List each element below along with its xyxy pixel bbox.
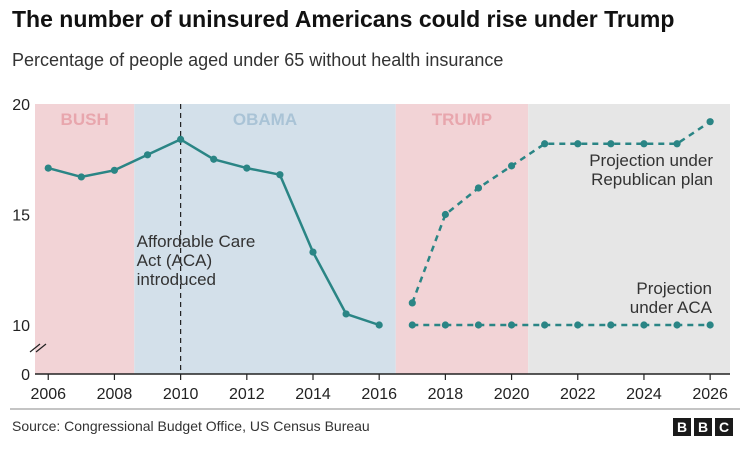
data-point-historical [77,173,85,181]
x-tick-label: 2020 [494,386,530,403]
data-point-projection-under-aca [673,321,681,329]
chart-title: The number of uninsured Americans could … [12,6,675,32]
era-band-trump [395,104,529,374]
aca-projection-annotation: Projection under ACA [630,279,713,317]
aca-projection-annotation-line: under ACA [630,298,713,317]
era-band-obama [134,104,396,374]
data-point-projection-under-aca [474,321,483,329]
x-tick-label: 2024 [626,386,662,403]
series-line-projection-under-republican-plan [411,120,711,304]
data-point-projection-under-republican-plan [408,299,416,307]
x-tick-label: 2018 [428,386,464,403]
data-point-projection-under-republican-plan [673,140,681,148]
axis-break-mark [29,343,41,353]
aca-projection-annotation-line: Projection [636,279,712,298]
data-point-projection-under-aca [408,321,416,329]
republican-plan-annotation: Projection under Republican plan [589,151,713,189]
bbc-logo-letter-3: C [715,418,733,436]
aca-annotation-line: introduced [137,270,216,289]
data-point-projection-under-aca [541,321,549,329]
data-point-projection-under-republican-plan [607,140,615,148]
x-tick-label: 2008 [97,386,133,403]
axis-break-mark [35,343,47,353]
x-tick-label: 2014 [295,386,331,403]
y-tick-label: 20 [12,97,30,114]
data-point-historical [177,135,185,143]
data-point-historical [309,248,317,256]
data-point-historical [44,164,52,172]
data-point-projection-under-republican-plan [640,140,648,148]
data-point-projection-under-republican-plan [474,184,483,192]
data-point-projection-under-aca [574,321,582,329]
y-tick-label: 15 [12,208,30,225]
y-tick-label: 10 [12,318,30,335]
data-point-projection-under-republican-plan [441,210,449,219]
data-point-historical [110,166,119,174]
aca-annotation-line: Affordable Care [137,232,256,251]
bbc-logo-letter-1: B [673,418,691,436]
data-point-projection-under-aca [706,321,714,329]
republican-plan-annotation-line: Republican plan [591,170,713,189]
x-tick-label: 2026 [692,386,728,403]
era-band-projection [528,104,730,374]
data-point-historical [243,164,251,172]
republican-plan-annotation-line: Projection under [589,151,713,170]
data-point-projection-under-aca [640,321,648,329]
data-point-historical [210,155,218,163]
bbc-logo-letter-2: B [694,418,712,436]
era-label-bush: BUSH [61,110,109,129]
chart-subtitle: Percentage of people aged under 65 witho… [12,50,504,70]
data-point-historical [276,171,284,179]
x-tick-label: 2016 [361,386,397,403]
data-point-projection-under-republican-plan [706,118,714,126]
data-point-projection-under-republican-plan [507,162,516,170]
data-point-projection-under-aca [607,321,615,329]
data-point-projection-under-aca [441,321,449,329]
x-tick-label: 2010 [163,386,199,403]
era-band-bush [35,104,135,374]
aca-annotation-line: Act (ACA) [137,251,213,270]
x-tick-label: 2012 [229,386,265,403]
x-tick-label: 2022 [560,386,596,403]
data-point-historical [375,321,383,329]
data-point-projection-under-aca [507,321,516,329]
source-note: Source: Congressional Budget Office, US … [12,418,370,434]
aca-annotation: Affordable Care Act (ACA) introduced [137,232,256,289]
data-point-historical [342,310,350,318]
x-tick-label: 2006 [30,386,66,403]
bbc-logo: B B C [673,418,733,436]
data-point-historical [143,151,152,159]
data-point-projection-under-republican-plan [574,140,582,148]
era-label-trump: TRUMP [432,110,492,129]
era-label-obama: OBAMA [233,110,297,129]
data-point-projection-under-republican-plan [541,140,549,148]
y-tick-label: 0 [21,367,30,384]
